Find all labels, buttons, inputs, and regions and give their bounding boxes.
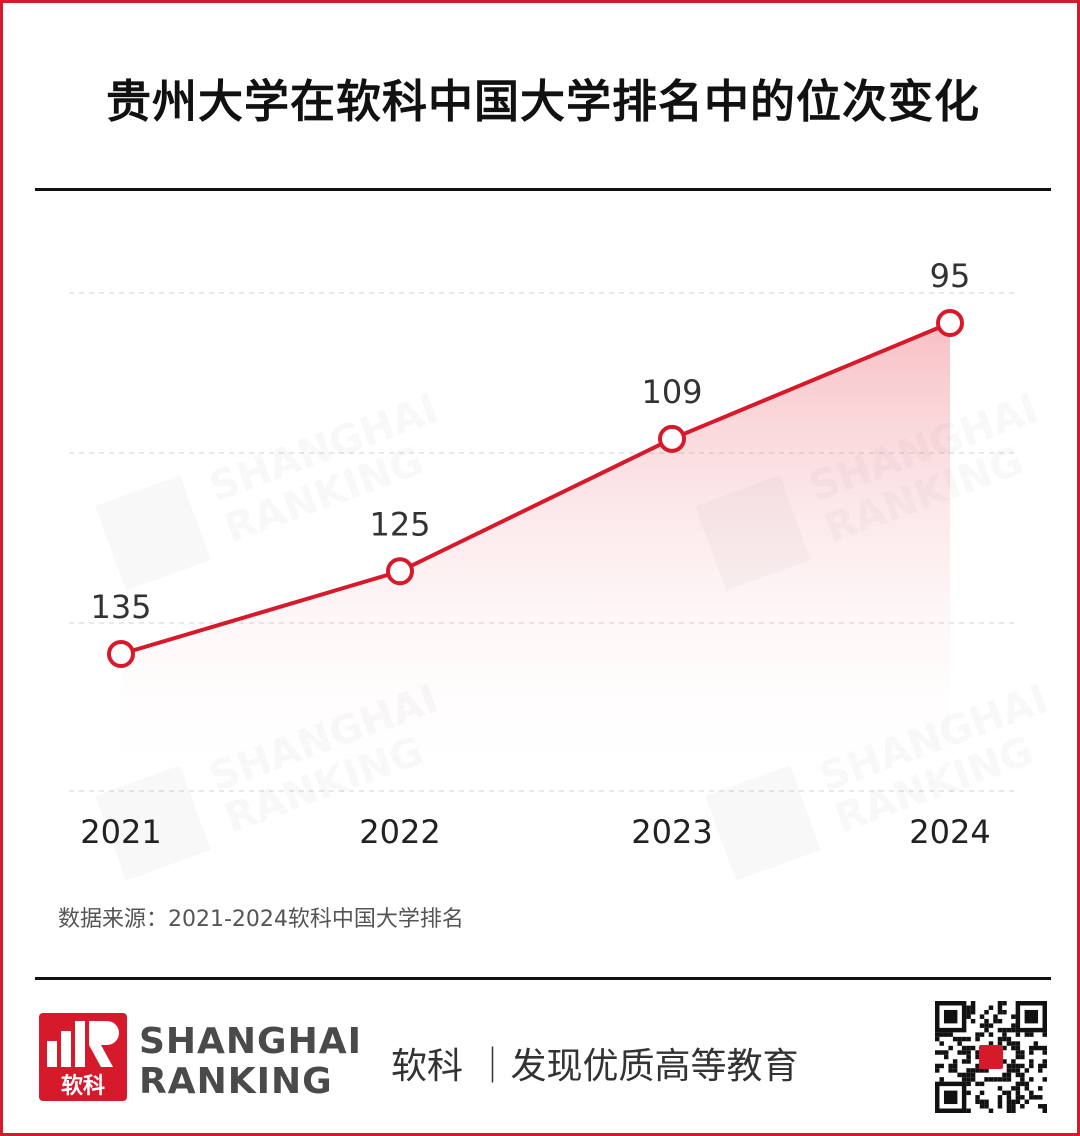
brand-name-line1: SHANGHAI (139, 1021, 362, 1062)
source-note: 数据来源：2021-2024软科中国大学排名 (58, 907, 464, 932)
x-tick-label-2021: 2021 (80, 813, 161, 851)
page-title: 贵州大学在软科中国大学排名中的位次变化 (105, 75, 980, 128)
data-point-2021 (107, 640, 135, 668)
slogan-text: 软科 ｜发现优质高等教育 (391, 1046, 799, 1087)
data-point-2024 (936, 309, 964, 337)
area-fill (121, 323, 950, 791)
qr-code[interactable] (935, 1001, 1047, 1113)
brand-name-line2: RANKING (139, 1061, 333, 1102)
data-label-2022: 125 (369, 505, 430, 543)
x-tick-label-2023: 2023 (631, 813, 712, 851)
logo-text: 软科 (61, 1073, 105, 1099)
data-label-2024: 95 (930, 257, 971, 295)
title-divider (35, 188, 1051, 191)
brand-logo: 软科 (39, 1013, 127, 1101)
series-line (120, 321, 951, 656)
data-point-2022 (386, 557, 414, 586)
data-label-2023: 109 (641, 373, 702, 411)
x-tick-label-2022: 2022 (359, 813, 440, 851)
footer-divider (35, 977, 1051, 980)
x-tick-label-2024: 2024 (909, 813, 990, 851)
data-point-2023 (658, 424, 686, 453)
rank-line-chart: SHANGHAI RANKING SHANGHAI RANKING SHANGH… (69, 257, 1054, 881)
data-label-2021: 135 (90, 588, 151, 626)
